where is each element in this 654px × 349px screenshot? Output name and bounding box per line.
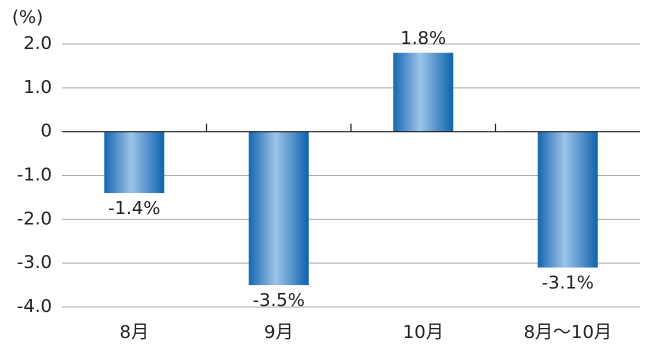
data-label: -1.4%: [108, 198, 160, 219]
y-tick-label: -4.0: [17, 296, 52, 317]
y-tick-label: -2.0: [17, 208, 52, 229]
bar: [104, 131, 165, 194]
y-tick-label: 1.0: [23, 77, 52, 98]
bar: [393, 52, 454, 132]
y-tick-label: -3.0: [17, 252, 52, 273]
y-tick-label: 0: [41, 121, 52, 142]
y-unit: (%): [12, 7, 43, 28]
y-tick-label: -1.0: [17, 165, 52, 186]
data-label: -3.1%: [542, 273, 594, 294]
x-tick-label: 8月～10月: [524, 322, 612, 343]
bar: [248, 131, 309, 286]
x-tick-label: 10月: [403, 322, 444, 343]
bar: [537, 131, 598, 268]
data-label: 1.8%: [400, 28, 446, 49]
data-label: -3.5%: [253, 290, 305, 311]
x-tick-label: 9月: [264, 322, 293, 343]
y-tick-label: 2.0: [23, 33, 52, 54]
x-tick-label: 8月: [120, 322, 149, 343]
